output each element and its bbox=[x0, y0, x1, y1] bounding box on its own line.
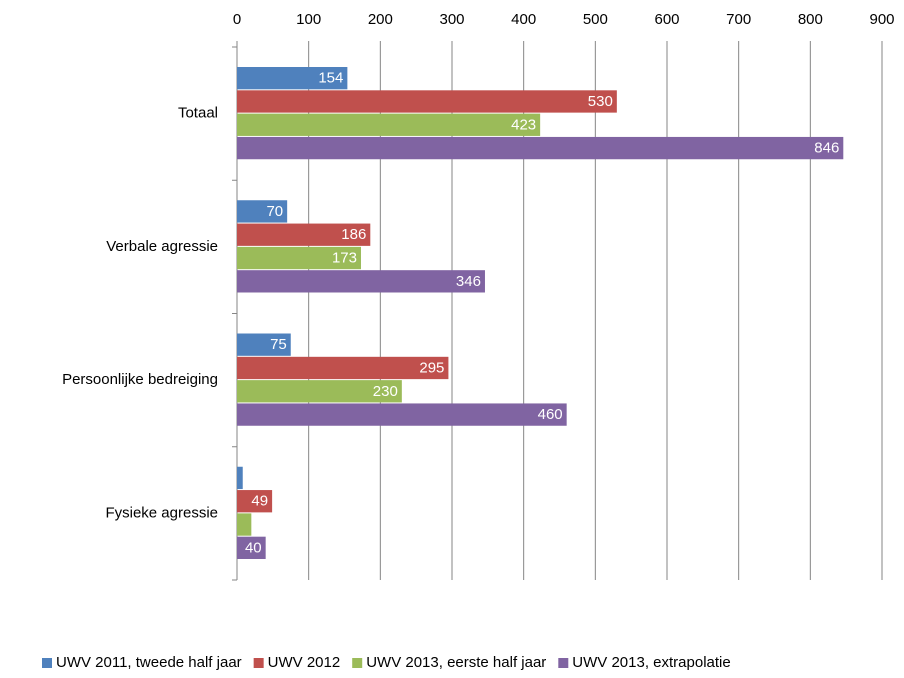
legend-label: UWV 2013, extrapolatie bbox=[572, 654, 730, 671]
x-tick-label: 800 bbox=[798, 11, 823, 28]
data-label: 154 bbox=[318, 70, 343, 87]
data-label: 460 bbox=[538, 406, 563, 423]
bar bbox=[237, 136, 844, 160]
x-tick-label: 0 bbox=[233, 11, 241, 28]
bar bbox=[237, 223, 371, 246]
data-label: 530 bbox=[588, 93, 613, 110]
bar bbox=[237, 90, 617, 113]
bar bbox=[237, 270, 485, 293]
legend-label: UWV 2011, tweede half jaar bbox=[56, 654, 242, 671]
bar bbox=[237, 200, 288, 223]
x-tick-label: 100 bbox=[296, 11, 321, 28]
x-tick-label: 400 bbox=[511, 11, 536, 28]
data-label: 230 bbox=[373, 383, 398, 400]
bar bbox=[237, 380, 402, 403]
bar bbox=[237, 403, 567, 426]
data-label: 295 bbox=[419, 359, 444, 376]
y-tick-label: Persoonlijke bedreiging bbox=[62, 371, 218, 388]
bar bbox=[237, 246, 361, 270]
legend-swatch bbox=[42, 658, 52, 668]
bar bbox=[237, 513, 252, 536]
legend-label: UWV 2013, eerste half jaar bbox=[366, 654, 546, 671]
legend-swatch bbox=[558, 658, 569, 668]
legend-label: UWV 2012 bbox=[268, 654, 341, 671]
y-tick-label: Verbale agressie bbox=[106, 238, 218, 255]
bar bbox=[237, 67, 348, 90]
data-label: 173 bbox=[332, 250, 357, 267]
data-label: 423 bbox=[511, 116, 536, 133]
y-tick-label: Fysieke agressie bbox=[105, 504, 218, 521]
y-tick-label: Totaal bbox=[178, 105, 218, 122]
x-tick-label: 300 bbox=[439, 11, 464, 28]
bar bbox=[237, 536, 266, 559]
bar bbox=[237, 356, 449, 380]
legend-swatch bbox=[253, 658, 264, 668]
bar bbox=[237, 466, 243, 490]
x-tick-label: 500 bbox=[583, 11, 608, 28]
data-label: 40 bbox=[245, 539, 262, 556]
data-label: 346 bbox=[456, 273, 481, 290]
bar bbox=[237, 333, 291, 356]
x-tick-label: 200 bbox=[368, 11, 393, 28]
x-tick-label: 700 bbox=[726, 11, 751, 28]
bar bbox=[237, 113, 541, 136]
data-label: 186 bbox=[341, 226, 366, 243]
data-label: 846 bbox=[814, 140, 839, 157]
x-tick-label: 900 bbox=[869, 11, 894, 28]
data-label: 49 bbox=[251, 493, 268, 510]
data-label: 75 bbox=[270, 336, 287, 353]
data-label: 70 bbox=[266, 203, 283, 220]
bar bbox=[237, 490, 273, 513]
legend-swatch bbox=[352, 658, 363, 668]
x-tick-label: 600 bbox=[654, 11, 679, 28]
